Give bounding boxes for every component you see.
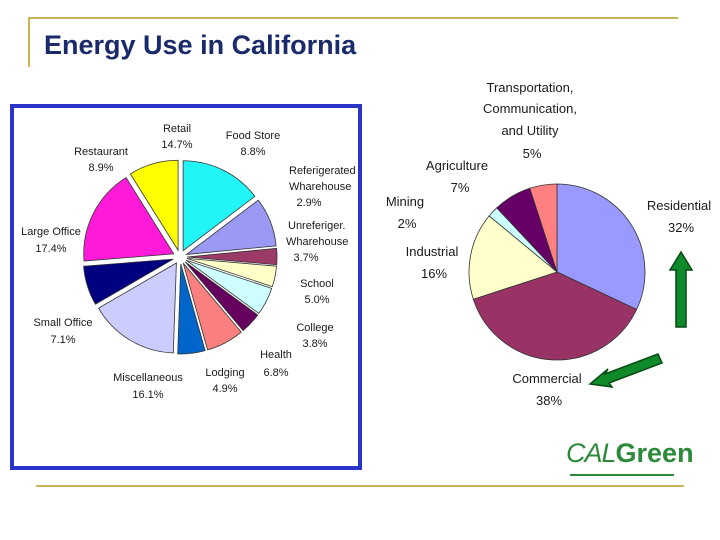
arrow-diagonal-icon bbox=[588, 353, 664, 388]
label-school-name: School bbox=[300, 278, 334, 290]
label-residential-value: 32% bbox=[668, 220, 694, 235]
left-slice-retail bbox=[182, 160, 256, 252]
label-lodging-name: Lodging bbox=[205, 367, 244, 379]
left-slice-school bbox=[185, 259, 273, 314]
left-slice-college bbox=[184, 261, 259, 332]
label-misc-name: Miscellaneous bbox=[113, 372, 183, 384]
left-slice-small-office bbox=[83, 258, 174, 305]
bottom-rule bbox=[36, 485, 684, 487]
label-retail-value: 14.7% bbox=[161, 139, 192, 151]
label-food-store-name: Food Store bbox=[226, 130, 280, 142]
commercial-breakdown-pie bbox=[83, 159, 278, 355]
arrow-to-commercial bbox=[588, 353, 664, 388]
label-transport-name-3: and Utility bbox=[501, 123, 559, 138]
logo-underline bbox=[570, 474, 674, 476]
arrow-up-icon bbox=[668, 250, 694, 328]
label-restaurant-name: Restaurant bbox=[74, 146, 128, 158]
left-slice-unreferiger-wharehouse bbox=[186, 258, 277, 288]
top-rule bbox=[28, 17, 678, 19]
logo-green-text: Green bbox=[615, 438, 694, 468]
label-refrig-name-2: Wharehouse bbox=[289, 181, 351, 193]
label-small-office-name: Small Office bbox=[33, 317, 92, 329]
label-restaurant-value: 8.9% bbox=[88, 162, 113, 174]
left-slice-miscellaneous bbox=[98, 262, 177, 354]
label-lodging-value: 4.9% bbox=[212, 383, 237, 395]
label-retail-name: Retail bbox=[163, 123, 191, 135]
label-industrial-value: 16% bbox=[421, 266, 447, 281]
label-school-value: 5.0% bbox=[304, 294, 329, 306]
left-slice-restaurant bbox=[129, 159, 179, 252]
label-transport-name-2: Communication, bbox=[483, 101, 577, 116]
label-commercial-name: Commercial bbox=[512, 371, 581, 386]
label-health-value: 6.8% bbox=[263, 367, 288, 379]
label-unrefrig-name-1: Unreferiger. bbox=[288, 220, 345, 232]
label-unrefrig-name-2: Wharehouse bbox=[286, 236, 348, 248]
label-large-office-value: 17.4% bbox=[35, 243, 66, 255]
left-slice-referigerated-wharehouse bbox=[186, 247, 278, 266]
label-college-name: College bbox=[296, 322, 333, 334]
logo-cal-text: CAL bbox=[566, 438, 617, 468]
left-slice-health bbox=[182, 262, 242, 351]
right-pie-labels: Transportation, Communication, and Utili… bbox=[386, 80, 711, 408]
right-slice-commercial bbox=[472, 271, 638, 361]
label-misc-value: 16.1% bbox=[132, 389, 163, 401]
label-food-store-value: 8.8% bbox=[240, 146, 265, 158]
left-slice-food-store bbox=[185, 199, 277, 255]
label-refrig-name-1: Referigerated bbox=[289, 165, 356, 177]
slide-title: Energy Use in California bbox=[44, 30, 357, 60]
left-slice-lodging bbox=[177, 263, 206, 355]
left-rule bbox=[28, 17, 30, 67]
label-large-office-name: Large Office bbox=[21, 226, 81, 238]
label-industrial-name: Industrial bbox=[406, 244, 459, 259]
label-mining-name: Mining bbox=[386, 194, 424, 209]
sector-breakdown-pie bbox=[468, 183, 646, 361]
label-transport-name-1: Transportation, bbox=[487, 80, 574, 95]
label-health-name: Health bbox=[260, 349, 292, 361]
left-pie-labels: Retail 14.7% Food Store 8.8% Referigerat… bbox=[21, 123, 356, 401]
calgreen-logo: CALGreen bbox=[566, 438, 694, 468]
label-refrig-value: 2.9% bbox=[296, 197, 321, 209]
label-transport-value: 5% bbox=[523, 146, 542, 161]
label-commercial-value: 38% bbox=[536, 393, 562, 408]
right-slice-industrial bbox=[468, 215, 558, 300]
right-slice-residential bbox=[556, 183, 646, 311]
label-unrefrig-value: 3.7% bbox=[293, 252, 318, 264]
left-slice-large-office bbox=[83, 176, 175, 262]
label-residential-name: Residential bbox=[647, 198, 711, 213]
label-small-office-value: 7.1% bbox=[50, 334, 75, 346]
label-college-value: 3.8% bbox=[302, 338, 327, 350]
label-agriculture-value: 7% bbox=[451, 180, 470, 195]
right-slice-transportation-communication-and-utility bbox=[529, 183, 558, 273]
label-mining-value: 2% bbox=[398, 216, 417, 231]
label-agriculture-name: Agriculture bbox=[426, 158, 488, 173]
arrow-up-residential bbox=[668, 250, 694, 328]
